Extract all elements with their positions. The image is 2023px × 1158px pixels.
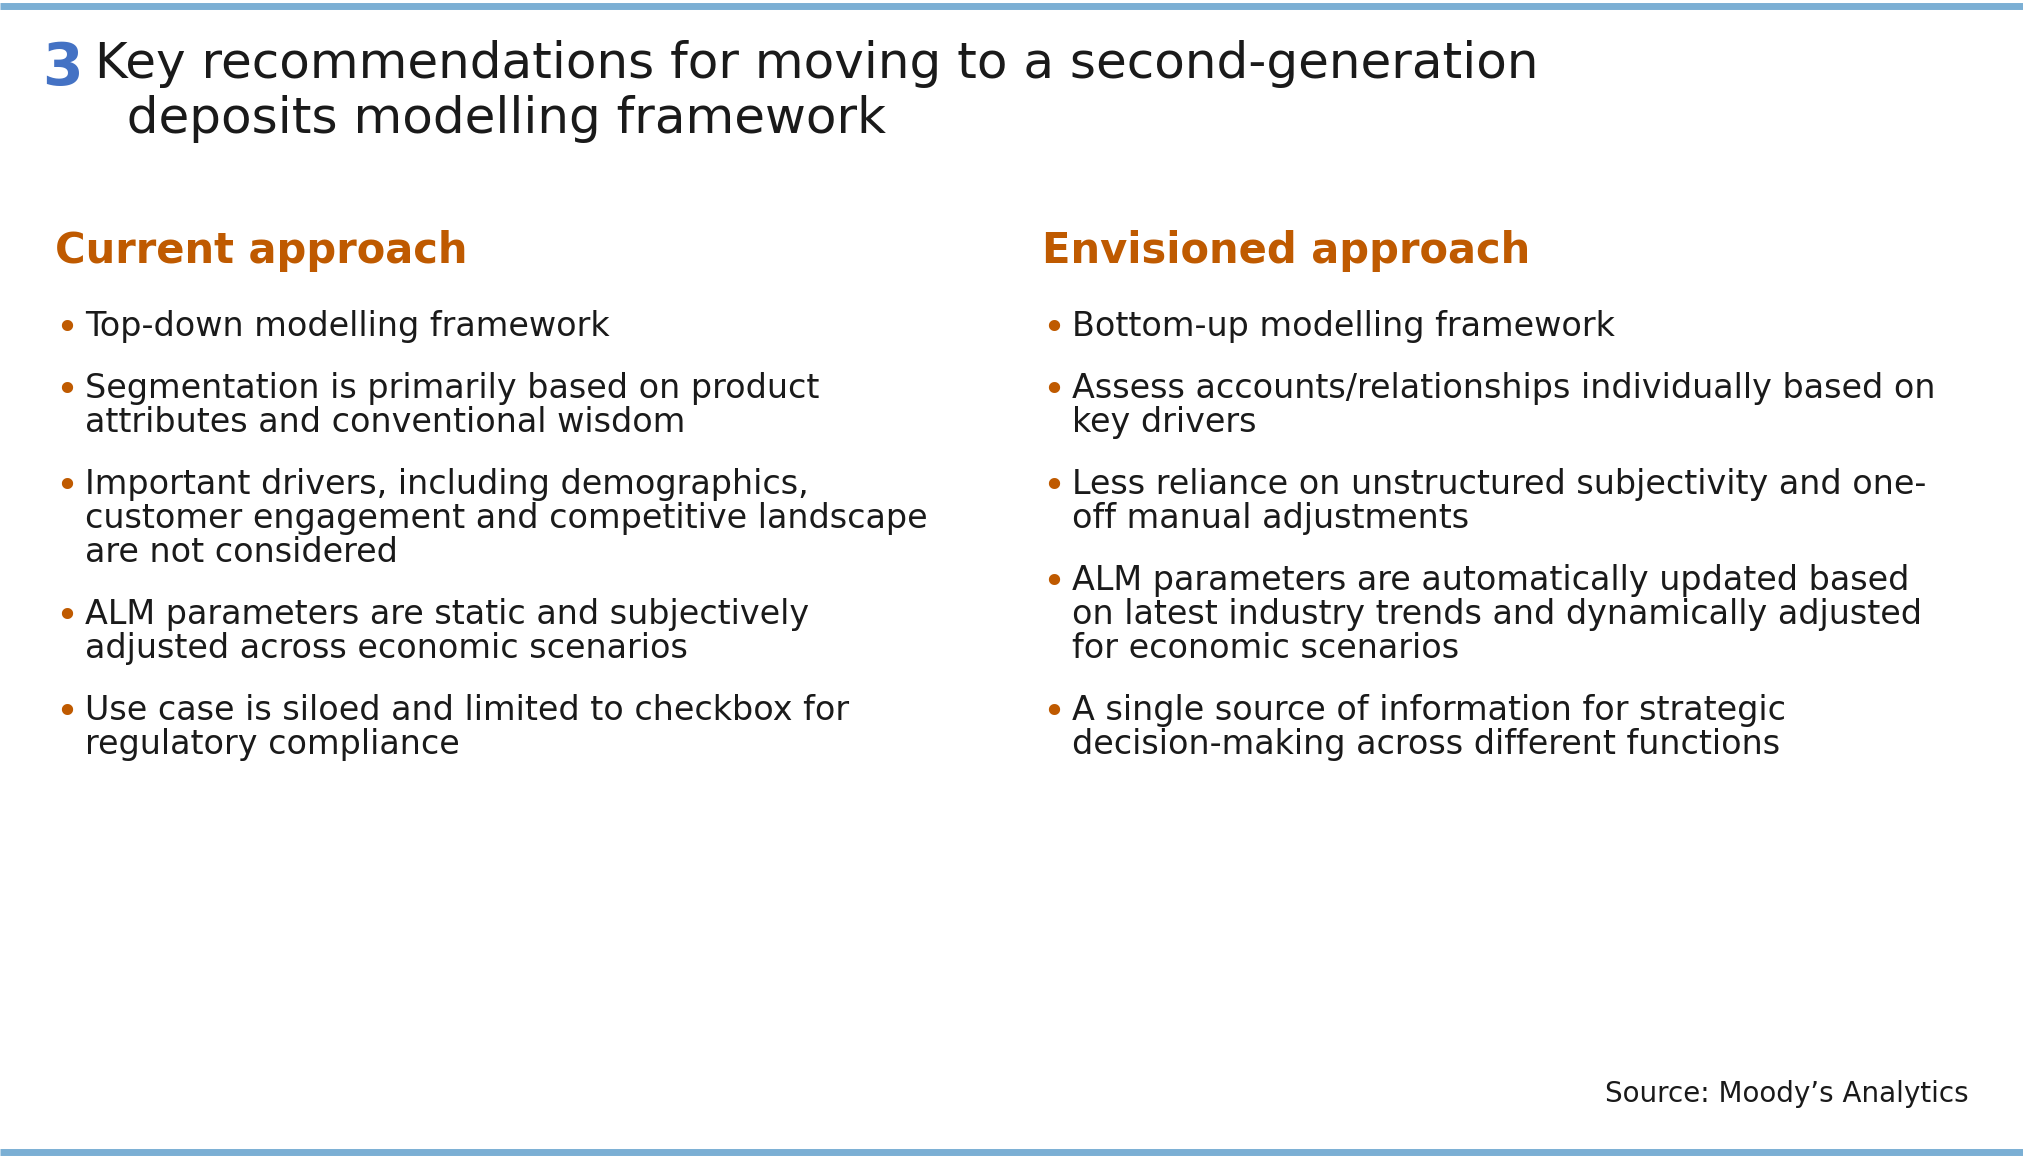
Text: Key recommendations for moving to a second-generation: Key recommendations for moving to a seco… [95, 41, 1537, 88]
Text: attributes and conventional wisdom: attributes and conventional wisdom [85, 406, 686, 439]
Text: Segmentation is primarily based on product: Segmentation is primarily based on produ… [85, 372, 819, 405]
Text: Assess accounts/relationships individually based on: Assess accounts/relationships individual… [1072, 372, 1934, 405]
Text: •: • [55, 468, 79, 506]
Text: •: • [1042, 694, 1064, 732]
Text: ALM parameters are automatically updated based: ALM parameters are automatically updated… [1072, 564, 1908, 598]
Text: regulatory compliance: regulatory compliance [85, 728, 459, 761]
Text: Less reliance on unstructured subjectivity and one-: Less reliance on unstructured subjectivi… [1072, 468, 1926, 501]
Text: Current approach: Current approach [55, 230, 467, 272]
Text: Important drivers, including demographics,: Important drivers, including demographic… [85, 468, 809, 501]
Text: Envisioned approach: Envisioned approach [1042, 230, 1529, 272]
Text: 3: 3 [42, 41, 83, 97]
Text: •: • [55, 694, 79, 732]
Text: for economic scenarios: for economic scenarios [1072, 632, 1459, 665]
Text: deposits modelling framework: deposits modelling framework [95, 95, 886, 142]
Text: on latest industry trends and dynamically adjusted: on latest industry trends and dynamicall… [1072, 598, 1922, 631]
Text: •: • [1042, 564, 1064, 602]
Text: •: • [1042, 468, 1064, 506]
Text: •: • [1042, 310, 1064, 349]
Text: customer engagement and competitive landscape: customer engagement and competitive land… [85, 503, 927, 535]
Text: •: • [55, 372, 79, 410]
Text: Use case is siloed and limited to checkbox for: Use case is siloed and limited to checkb… [85, 694, 850, 727]
Text: adjusted across economic scenarios: adjusted across economic scenarios [85, 632, 688, 665]
Text: ALM parameters are static and subjectively: ALM parameters are static and subjective… [85, 598, 809, 631]
Text: •: • [55, 598, 79, 636]
Text: •: • [55, 310, 79, 349]
Text: off manual adjustments: off manual adjustments [1072, 503, 1469, 535]
Text: •: • [1042, 372, 1064, 410]
Text: A single source of information for strategic: A single source of information for strat… [1072, 694, 1784, 727]
Text: Top-down modelling framework: Top-down modelling framework [85, 310, 609, 343]
Text: Source: Moody’s Analytics: Source: Moody’s Analytics [1604, 1080, 1968, 1108]
Text: Bottom-up modelling framework: Bottom-up modelling framework [1072, 310, 1614, 343]
Text: are not considered: are not considered [85, 536, 399, 569]
Text: decision-making across different functions: decision-making across different functio… [1072, 728, 1780, 761]
Text: key drivers: key drivers [1072, 406, 1256, 439]
